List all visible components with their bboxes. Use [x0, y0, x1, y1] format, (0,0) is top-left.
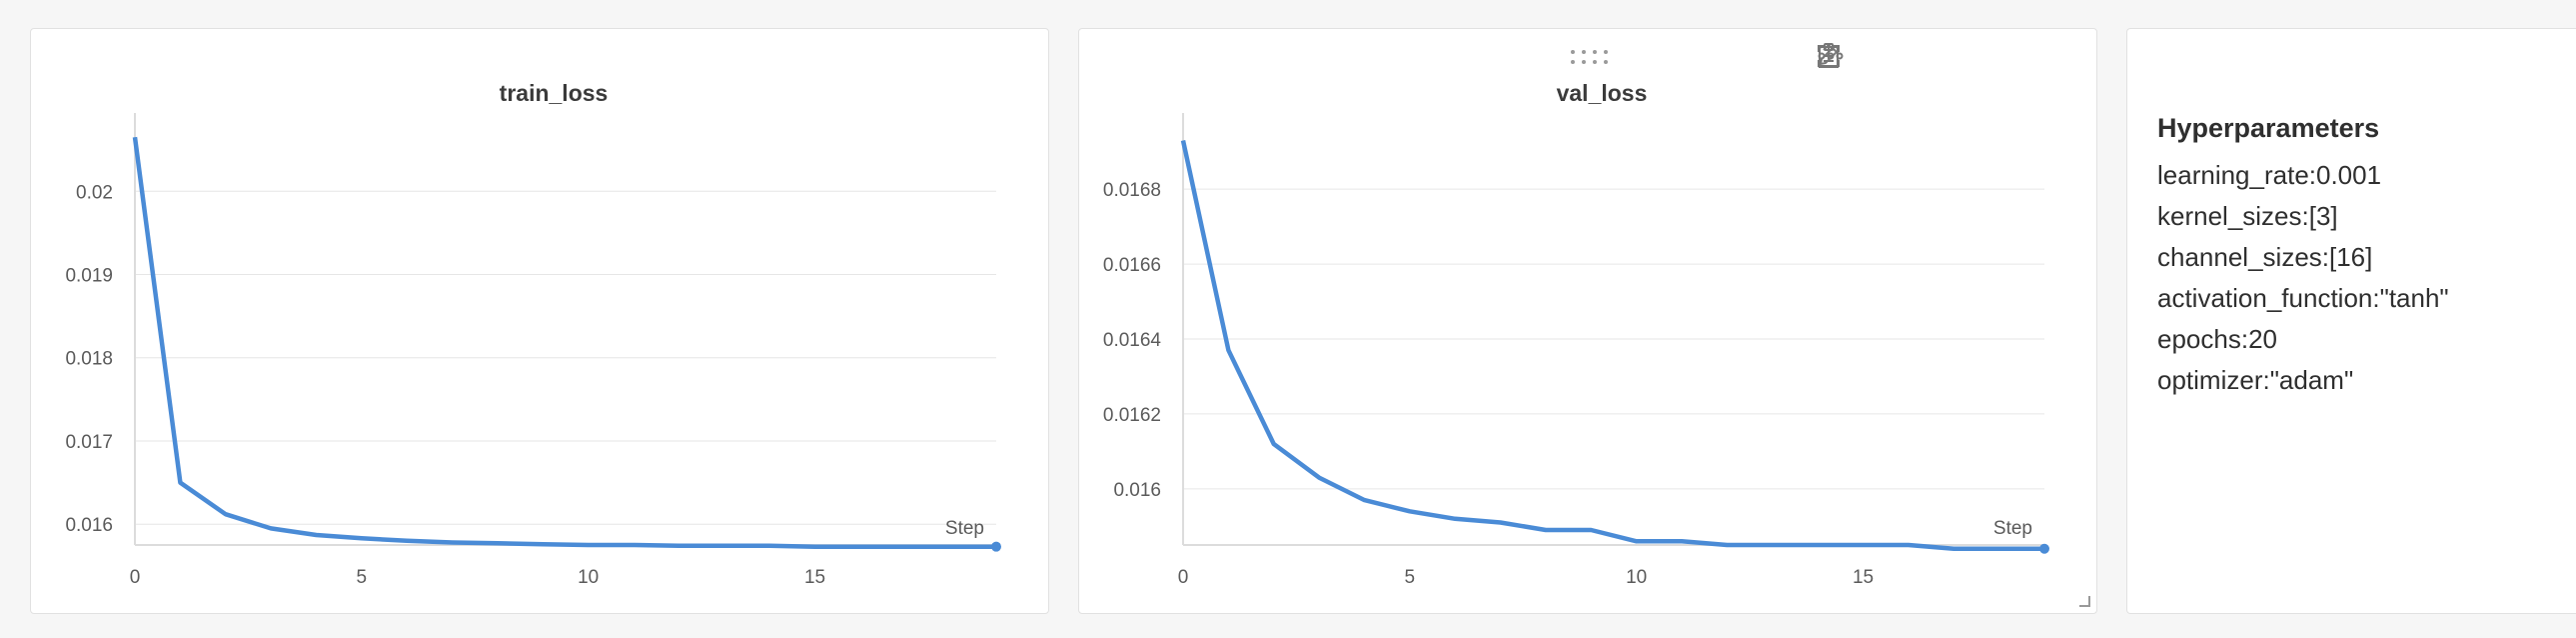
chart-title: val_loss [1557, 80, 1648, 106]
last-point-marker [991, 541, 1001, 552]
hyperparameter-item: epochs:20 [2157, 324, 2277, 354]
y-tick-label: 0.0168 [1103, 180, 1161, 201]
drag-handle-icon[interactable] [1569, 47, 1611, 67]
hyperparameters-list: learning_rate:0.001 kernel_sizes:[3]chann… [2157, 155, 2449, 401]
x-tick-label: 15 [1853, 567, 1874, 588]
train-loss-chart: train_loss 0.016 0.017 0.018 0.019 0.02 0 5 10 15… [65, 80, 1001, 588]
hyperparameter-item: activation_function:"tanh" [2157, 283, 2449, 313]
y-tick-label: 0.0164 [1103, 330, 1162, 351]
more-icon[interactable] [1818, 43, 2076, 71]
x-tick-label: 10 [1626, 567, 1647, 588]
resize-handle-icon[interactable] [2078, 595, 2090, 607]
hyperparameter-item: kernel_sizes:[3] [2157, 201, 2338, 231]
x-tick-label: 0 [130, 567, 141, 588]
y-tick-label: 0.0166 [1103, 255, 1161, 276]
series-line [1180, 140, 2044, 551]
y-tick-label: 0.02 [76, 182, 113, 203]
x-tick-label: 15 [804, 567, 825, 588]
x-tick-label: 10 [578, 567, 599, 588]
x-tick-label: 5 [357, 567, 368, 588]
chart-title: train_loss [500, 80, 609, 106]
y-tick-label: 0.017 [65, 432, 113, 453]
hyperparameter-item: learning_rate:0.001 [2157, 160, 2382, 190]
x-axis-title: Step [1993, 518, 2032, 539]
x-tick-label: 0 [1178, 567, 1189, 588]
panel-toolbar [1817, 43, 2076, 71]
val-loss-panel: val_loss 0.016 0.0162 0.0164 0.0166 0.0168 0 5 1… [1078, 28, 2097, 614]
y-tick-label: 0.016 [65, 515, 113, 536]
x-axis-title: Step [945, 518, 984, 539]
hyperparameter-item: channel_sizes:[16] [2157, 242, 2373, 272]
fullscreen-icon[interactable] [1818, 43, 2018, 71]
hyperparameters-title: Hyperparameters [2157, 113, 2380, 143]
train-loss-panel: train_loss 0.016 0.017 0.018 0.019 0.02 0 5 10 15… [30, 28, 1049, 614]
x-tick-label: 5 [1405, 567, 1416, 588]
y-tick-label: 0.016 [1113, 480, 1161, 501]
val-loss-chart: val_loss 0.016 0.0162 0.0164 0.0166 0.0168 0 5 1… [1103, 80, 2049, 588]
hyperparameter-item: optimizer:"adam" [2157, 365, 2354, 395]
y-tick-label: 0.018 [65, 349, 113, 370]
last-point-marker [2039, 543, 2049, 554]
series-line [132, 136, 996, 549]
y-tick-label: 0.0162 [1103, 405, 1161, 426]
y-tick-label: 0.019 [65, 265, 113, 286]
